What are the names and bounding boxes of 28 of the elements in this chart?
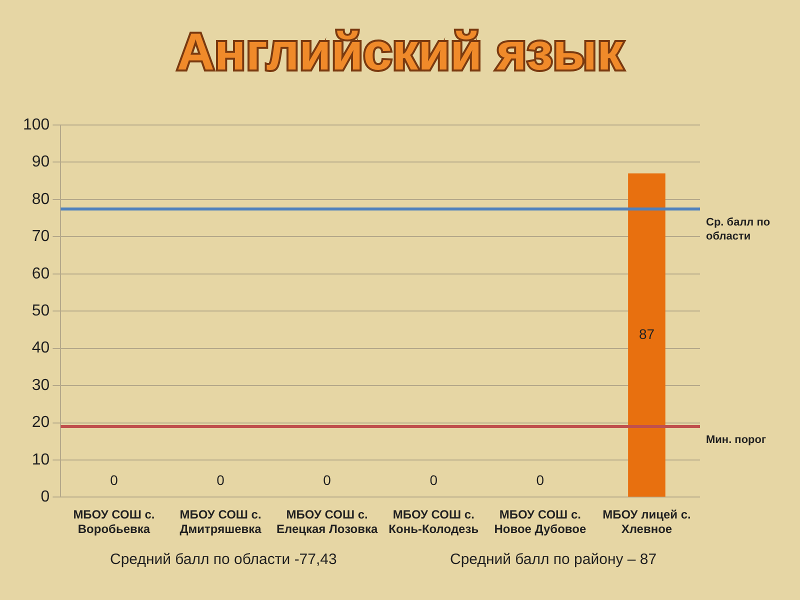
- x-tick-label: МБОУ СОШ с. Конь-Колодезь: [388, 508, 479, 536]
- chart-title: Английский язык: [176, 23, 624, 82]
- ref-line-label: Мин. порог: [706, 434, 766, 446]
- y-tick-label: 10: [32, 451, 50, 468]
- y-tick-label: 80: [32, 190, 50, 208]
- y-tick-label: 0: [40, 488, 50, 506]
- x-tick-label: МБОУ СОШ с. Елецкая Лозовка: [276, 508, 378, 536]
- y-tick-label: 100: [22, 116, 50, 134]
- y-tick-label: 50: [32, 302, 50, 320]
- y-tick-label: 40: [32, 340, 50, 357]
- data-label: 0: [430, 472, 438, 488]
- data-label: 0: [536, 472, 544, 488]
- y-tick-label: 30: [32, 376, 50, 394]
- x-tick-label: МБОУ СОШ с. Воробьевка: [73, 508, 155, 536]
- data-label: 0: [110, 472, 118, 488]
- text: Средний балл по району – 87: [450, 551, 657, 568]
- data-label: 87: [638, 326, 655, 342]
- y-tick-label: 90: [32, 154, 50, 171]
- y-tick-label: 70: [32, 228, 50, 246]
- x-tick-label: МБОУ СОШ с. Новое Дубовое: [494, 508, 586, 536]
- x-tick-label: МБОУ лицей с. Хлевное: [602, 508, 691, 536]
- y-tick-label: 60: [32, 265, 50, 282]
- data-label: 0: [216, 472, 225, 488]
- x-tick-label: МБОУ СОШ с. Дмитряшевка: [180, 508, 262, 536]
- data-label: 0: [323, 472, 332, 488]
- y-tick-label: 20: [32, 414, 50, 432]
- ref-line-label: Ср. балл по области: [706, 216, 770, 243]
- text: Средний балл по области -77,43: [110, 551, 337, 568]
